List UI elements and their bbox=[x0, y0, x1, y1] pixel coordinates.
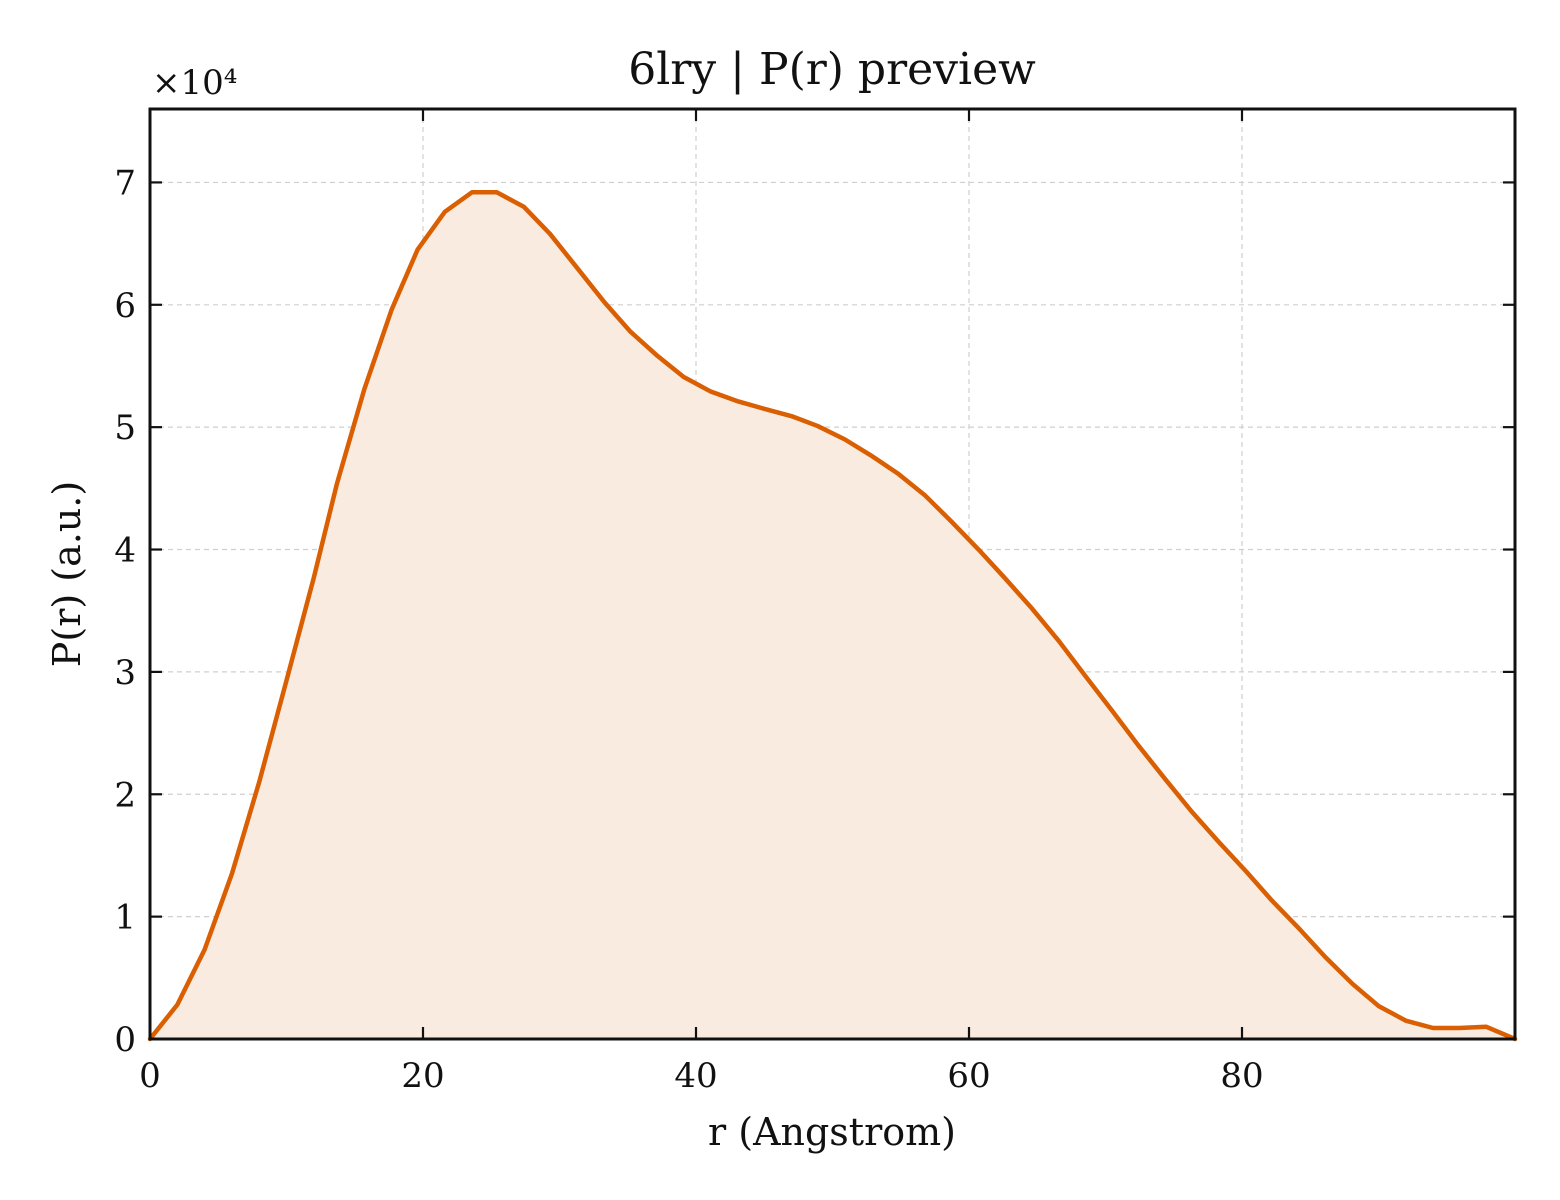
x-tick-label: 60 bbox=[947, 1056, 990, 1096]
y-tick-label: 0 bbox=[114, 1020, 136, 1060]
y-tick-label: 5 bbox=[114, 408, 136, 448]
chart-title: 6lry | P(r) preview bbox=[628, 44, 1036, 95]
y-scale-exponent: ×10⁴ bbox=[152, 63, 237, 103]
plot-frame bbox=[148, 107, 1517, 1041]
series-area-fill bbox=[150, 192, 1515, 1039]
x-tick-label: 80 bbox=[1220, 1056, 1263, 1096]
axis-ticks: 0 20 40 60 80 0 1 2 3 4 5 6 7 bbox=[114, 109, 1515, 1096]
y-tick-label: 4 bbox=[114, 531, 136, 571]
y-tick-label: 7 bbox=[114, 163, 136, 203]
x-axis-label: r (Angstrom) bbox=[708, 1110, 956, 1154]
y-tick-label: 6 bbox=[114, 286, 136, 326]
x-tick-label: 20 bbox=[401, 1056, 444, 1096]
y-tick-label: 1 bbox=[114, 898, 136, 938]
y-axis-label: P(r) (a.u.) bbox=[45, 481, 89, 667]
y-tick-label: 3 bbox=[114, 653, 136, 693]
x-tick-label: 0 bbox=[139, 1056, 161, 1096]
y-tick-label: 2 bbox=[114, 775, 136, 815]
data-layer bbox=[147, 189, 1518, 1042]
series-line bbox=[147, 189, 1518, 1042]
x-tick-label: 40 bbox=[674, 1056, 717, 1096]
